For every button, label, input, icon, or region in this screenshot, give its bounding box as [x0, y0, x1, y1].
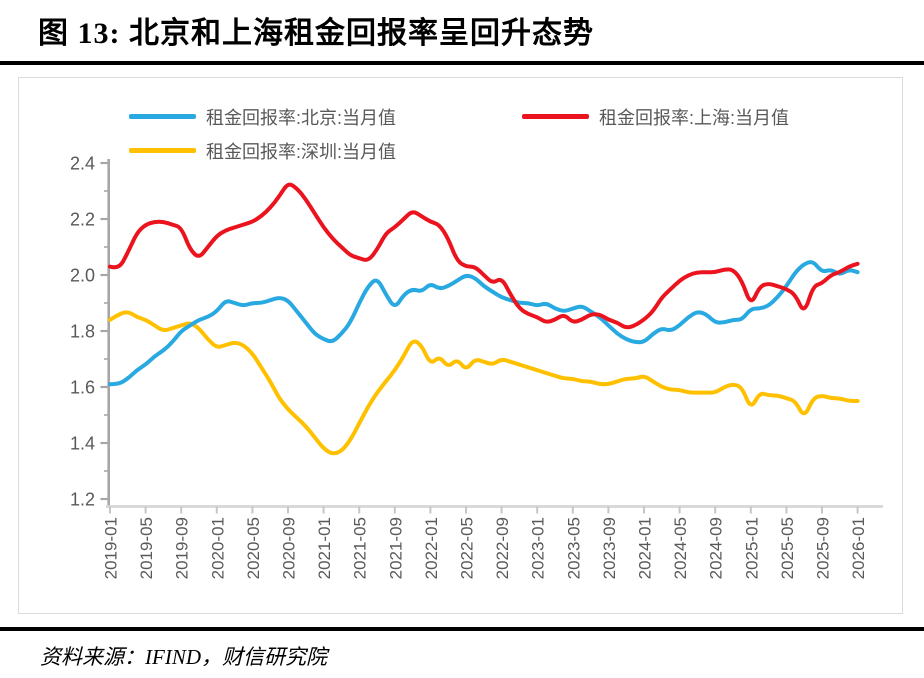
- bottom-divider: [0, 627, 924, 631]
- shenzhen-line-swatch: [129, 148, 196, 153]
- beijing-line-swatch: [129, 114, 196, 119]
- chart-panel: 租金回报率:北京:当月值 租金回报率:上海:当月值 租金回报率:深圳:当月值: [18, 77, 903, 614]
- title-divider: [0, 61, 924, 65]
- source-note: 资料来源：IFIND，财信研究院: [40, 645, 327, 669]
- figure-title: 图 13: 北京和上海租金回报率呈回升态势: [38, 17, 594, 50]
- legend-label-shenzhen: 租金回报率:深圳:当月值: [206, 142, 397, 162]
- legend-label-beijing: 租金回报率:北京:当月值: [206, 108, 397, 128]
- legend-label-shanghai: 租金回报率:上海:当月值: [599, 108, 790, 128]
- shanghai-line-swatch: [522, 114, 589, 119]
